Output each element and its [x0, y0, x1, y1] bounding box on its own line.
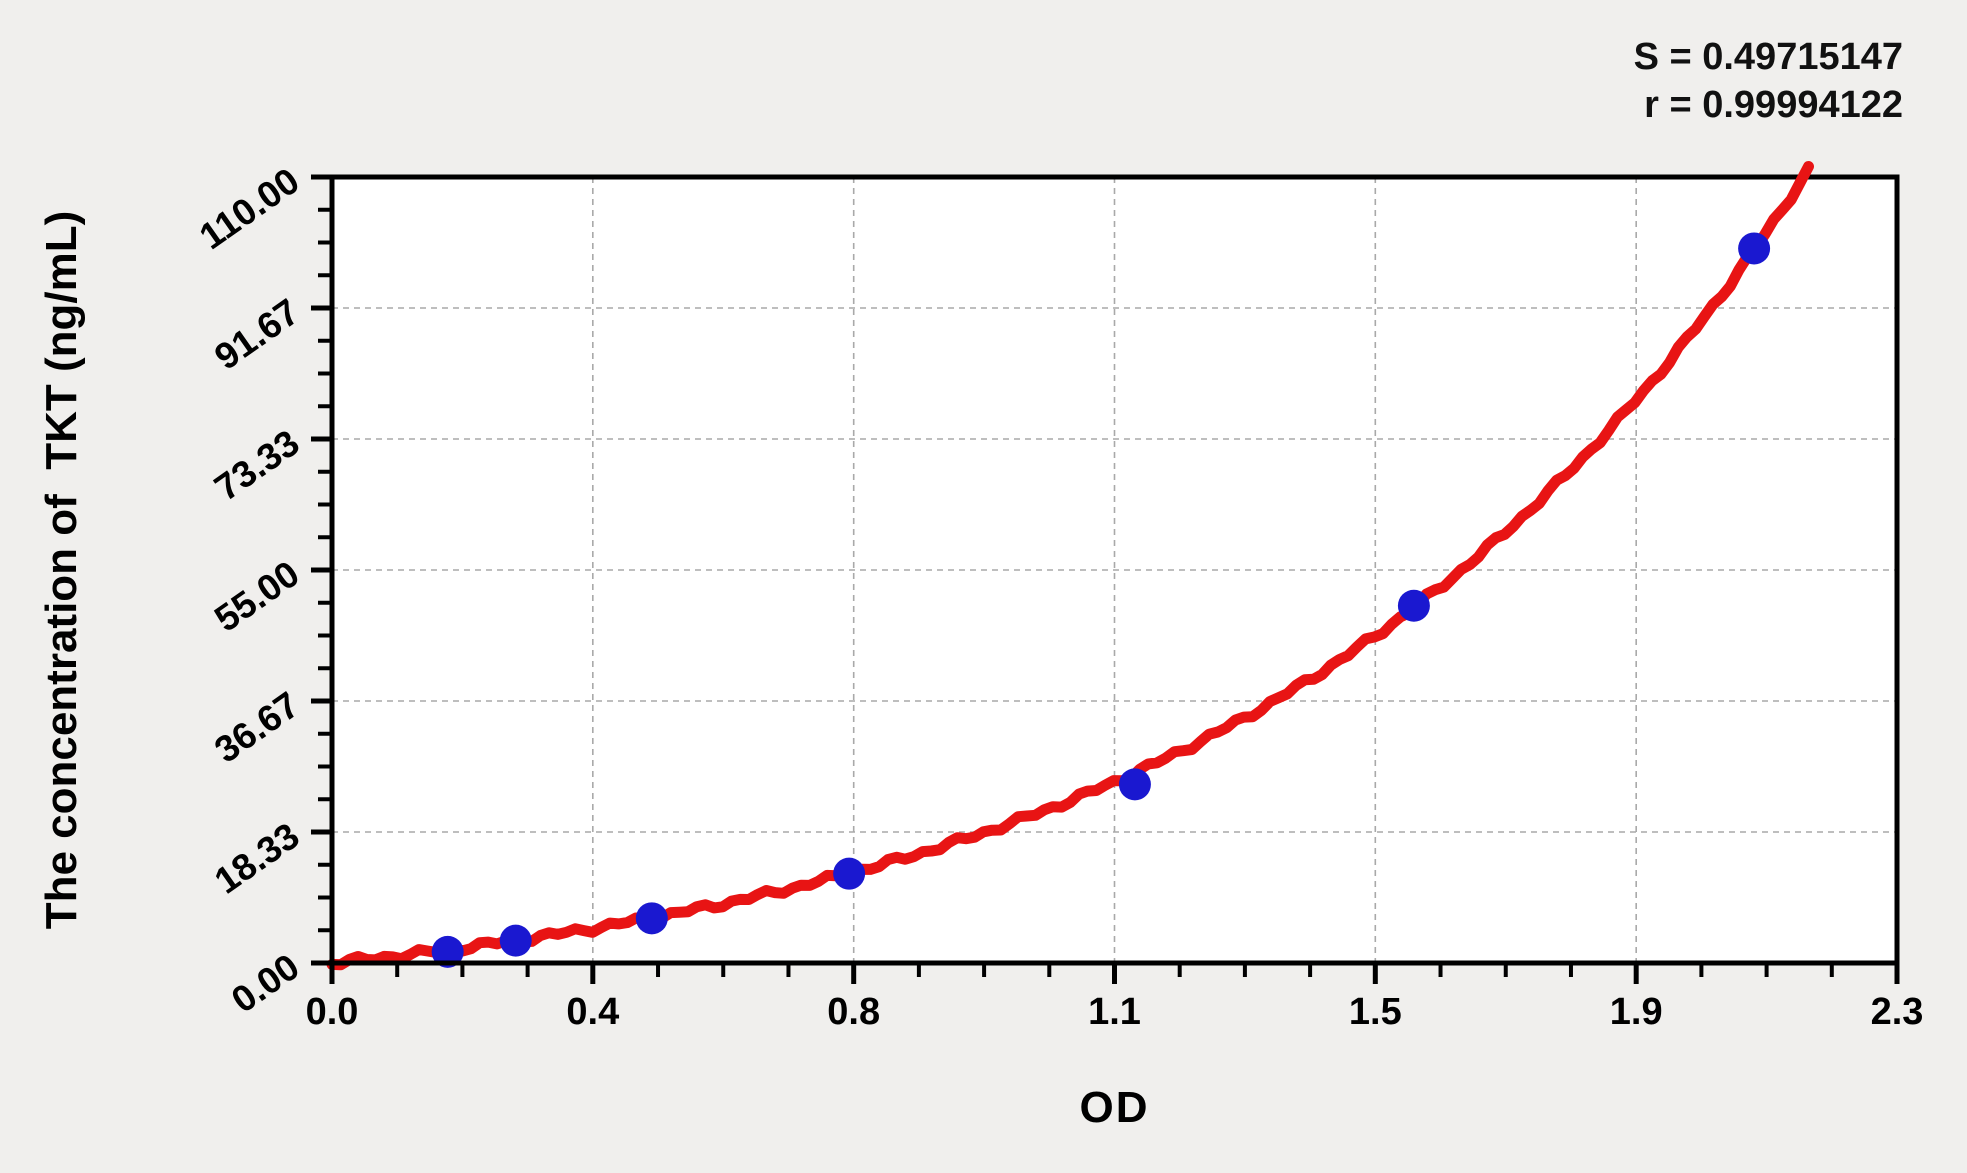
y-tick-label: 36.67 [207, 684, 306, 771]
x-tick-label: 2.3 [1871, 991, 1924, 1033]
data-point [1738, 232, 1771, 265]
data-point [635, 902, 668, 935]
data-point [431, 935, 464, 968]
x-tick-label: 0.0 [306, 991, 359, 1033]
fitted-curve [326, 161, 1814, 971]
data-point [1397, 589, 1430, 622]
fit-slope-value: S = 0.49715147 [1633, 36, 1903, 78]
x-tick-label: 0.8 [827, 991, 880, 1033]
data-point [1118, 768, 1151, 801]
y-tick-label: 18.33 [207, 815, 306, 902]
data-point [833, 857, 866, 890]
data-point [499, 924, 532, 957]
x-tick-label: 1.9 [1610, 991, 1663, 1033]
y-tick-label: 0.00 [224, 946, 307, 1021]
x-tick-label: 1.5 [1349, 991, 1402, 1033]
fit-correlation-value: r = 0.99994122 [1644, 84, 1903, 126]
x-axis-title: OD [1079, 1083, 1150, 1132]
x-tick-label: 1.1 [1088, 991, 1141, 1033]
y-tick-label: 110.00 [192, 160, 307, 257]
y-tick-label: 91.67 [207, 291, 306, 378]
y-tick-label: 55.00 [207, 553, 306, 640]
x-tick-label: 0.4 [566, 991, 619, 1033]
y-tick-label: 73.33 [207, 422, 306, 509]
